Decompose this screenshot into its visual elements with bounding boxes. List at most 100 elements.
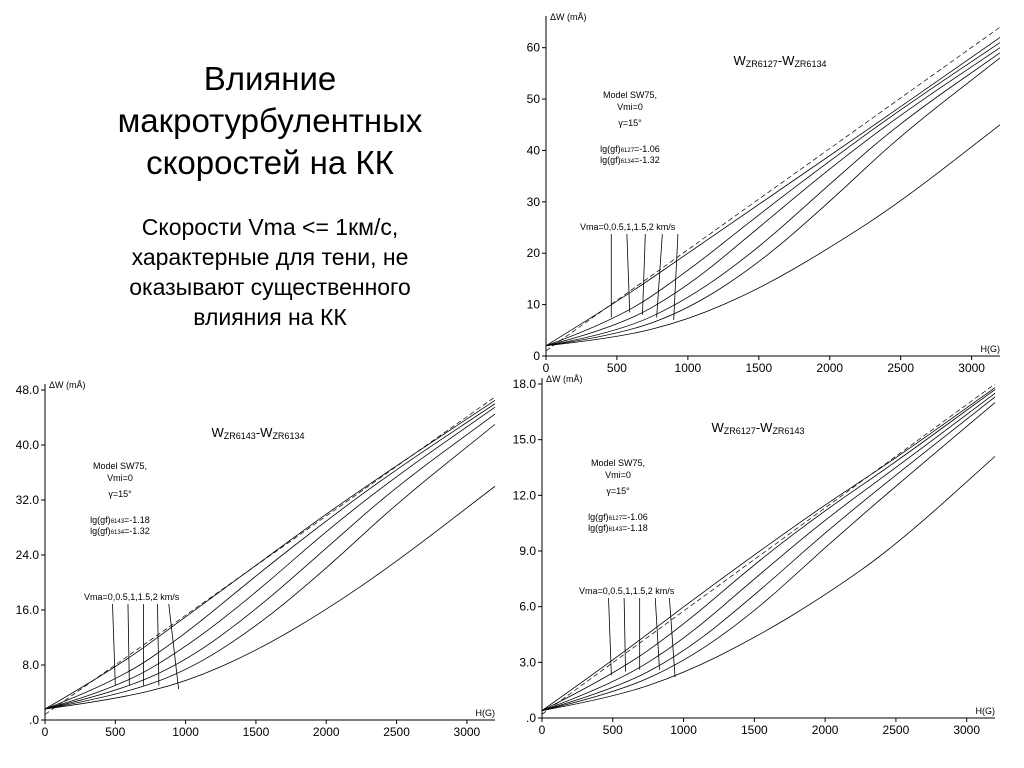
annotation-gf-part: =-1.18: [124, 515, 150, 525]
x-tick-label: 1000: [675, 361, 702, 375]
vma-pointer-1: [626, 233, 631, 313]
annotation-model: Model SW75,: [93, 461, 147, 471]
vma-label: Vma=0,0.5,1,1.5,2 km/s: [579, 586, 675, 596]
series-line-4: [541, 402, 996, 711]
y-tick-label: .0: [29, 713, 39, 727]
vma-pointer-4: [168, 603, 179, 690]
annotation-gf: lg(gf)6143=-1.18: [588, 523, 648, 533]
chart-title-part: -W: [756, 420, 773, 435]
title-line: макротурбулентных: [117, 102, 423, 139]
x-tick-label: 1500: [745, 361, 772, 375]
annotation-gf-subscript: 6143: [111, 519, 125, 525]
annotation-gf-subscript: 6127: [621, 148, 635, 154]
x-axis-label: H(G): [981, 344, 1001, 354]
vma-pointer-0: [112, 603, 116, 686]
x-tick-label: 1500: [243, 725, 270, 739]
x-tick-label: 2500: [887, 361, 914, 375]
title-line: скоростей на КК: [146, 144, 394, 181]
y-tick-label: 0: [533, 349, 540, 363]
annotation-vmi: Vmi=0: [605, 470, 631, 480]
chart-zr6127-zr6134: 0 10 20 30 40 50 60 0 500 1000 1500 2000 2500 3000 ΔW …: [527, 12, 1001, 375]
annotation-gf: lg(gf)6134=-1.32: [600, 155, 660, 165]
series-line-5: [545, 124, 1001, 347]
subtitle-line: характерные для тени, не: [131, 244, 409, 270]
vma-pointer-1: [623, 597, 626, 672]
y-axis-label: ΔW (mÅ): [550, 12, 587, 22]
x-tick-label: 1000: [670, 723, 697, 737]
y-tick-label: 9.0: [519, 544, 536, 558]
vma-pointer-1: [127, 603, 130, 686]
series-line-4: [44, 424, 496, 710]
series-line-5: [541, 456, 996, 711]
series-line-0: [545, 37, 1001, 347]
x-tick-label: 500: [607, 361, 627, 375]
vma-pointer-3: [157, 603, 160, 686]
x-tick-label: 3000: [958, 361, 985, 375]
chart-title-subscript: ZR6134: [794, 59, 826, 69]
y-tick-label: 12.0: [513, 488, 537, 502]
vma-pointer-4: [673, 233, 679, 321]
annotation-vmi: Vmi=0: [107, 473, 133, 483]
annotation-gf: lg(gf)6134=-1.32: [90, 526, 150, 536]
y-axis-label: ΔW (mÅ): [49, 380, 86, 390]
y-tick-label: 8.0: [22, 658, 39, 672]
x-tick-label: 1500: [741, 723, 768, 737]
annotation-gf: lg(gf)6143=-1.18: [90, 515, 150, 525]
subtitle-line: оказывают существенного: [129, 274, 411, 300]
chart-title-subscript: ZR6127: [724, 426, 756, 436]
x-tick-label: 2000: [812, 723, 839, 737]
y-tick-label: 50: [527, 92, 541, 106]
y-tick-label: 6.0: [519, 600, 536, 614]
dashed-reference-line: [541, 383, 996, 715]
y-tick-label: 30: [527, 195, 541, 209]
vma-label: Vma=0,0.5,1,1.5,2 km/s: [580, 222, 676, 232]
x-tick-label: 3000: [953, 723, 980, 737]
x-axis-label: H(G): [476, 708, 496, 718]
y-tick-label: 48.0: [16, 383, 40, 397]
y-tick-label: 40.0: [16, 438, 40, 452]
x-tick-label: 2000: [816, 361, 843, 375]
y-tick-label: 10: [527, 298, 541, 312]
chart-title-part: -W: [256, 425, 273, 440]
y-tick-label: 60: [527, 41, 541, 55]
slide-subtitle: Скорости Vma <= 1км/с, характерные для т…: [90, 212, 450, 332]
x-tick-label: 2500: [383, 725, 410, 739]
x-tick-label: 0: [539, 723, 546, 737]
vma-pointer-4: [669, 597, 676, 678]
x-tick-label: 2000: [313, 725, 340, 739]
series-line-3: [545, 52, 1001, 347]
series-line-2: [44, 406, 496, 710]
series-line-2: [541, 392, 996, 711]
x-axis-label: H(G): [976, 706, 996, 716]
x-tick-label: 500: [105, 725, 125, 739]
series-line-0: [44, 399, 496, 710]
series-line-1: [541, 389, 996, 711]
dashed-reference-line: [44, 396, 496, 715]
chart-title: WZR6127-WZR6143: [712, 420, 805, 436]
annotation-gf: lg(gf)6127=-1.06: [588, 512, 648, 522]
y-tick-label: 40: [527, 143, 541, 157]
chart-title-part: W: [712, 420, 725, 435]
annotation-gamma: γ=15°: [108, 489, 132, 499]
slide-title: Влияние макротурбулентных скоростей на К…: [90, 58, 450, 184]
series-line-3: [44, 413, 496, 710]
y-tick-label: 3.0: [519, 655, 536, 669]
series-line-1: [44, 403, 496, 710]
x-tick-label: 2500: [883, 723, 910, 737]
y-tick-label: 16.0: [16, 603, 40, 617]
annotation-vmi: Vmi=0: [617, 102, 643, 112]
y-tick-label: 24.0: [16, 548, 40, 562]
chart-title-subscript: ZR6134: [272, 431, 304, 441]
y-tick-label: 20: [527, 246, 541, 260]
annotation-gf-part: =-1.18: [622, 523, 648, 533]
annotation-gamma: γ=15°: [606, 486, 630, 496]
chart-zr6143-zr6134: .0 8.0 16.0 24.0 32.0 40.0 48.0 0 500 1000 1500 200…: [16, 380, 496, 739]
vma-pointer-3: [654, 597, 660, 670]
annotation-gf-part: lg(gf): [588, 523, 609, 533]
chart-title: WZR6127-WZR6134: [734, 53, 827, 69]
chart-zr6127-zr6143: .0 3.0 6.0 9.0 12.0 15.0 18.0 0 500 1000 1500 2000 2…: [513, 374, 996, 737]
title-line: Влияние: [203, 60, 337, 97]
series-line-0: [541, 387, 996, 711]
series-line-4: [545, 57, 1001, 347]
vma-pointer-3: [656, 233, 663, 318]
